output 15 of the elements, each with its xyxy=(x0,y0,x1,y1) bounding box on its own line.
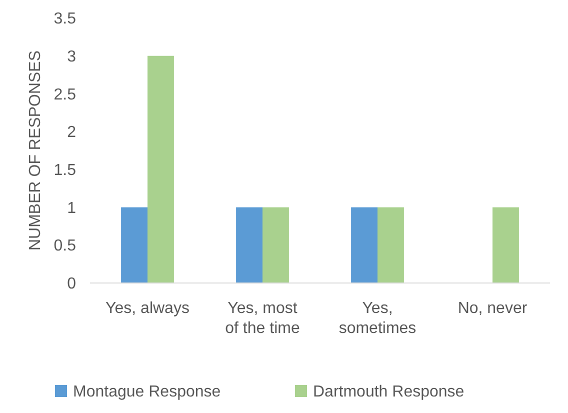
y-tick-label: 1 xyxy=(67,200,76,217)
y-tick-label: 0.5 xyxy=(54,238,76,255)
legend-label: Dartmouth Response xyxy=(313,384,464,401)
y-tick-label: 0 xyxy=(67,276,76,293)
y-tick-label: 2.5 xyxy=(54,86,76,104)
y-tick-label: 3 xyxy=(67,48,76,66)
x-tick-label: Yes, always xyxy=(106,300,190,317)
y-axis-title: NUMBER OF RESPONSES xyxy=(27,50,44,251)
x-tick-label: Yes, sometimes xyxy=(338,300,416,337)
x-tick-label: No, never xyxy=(458,300,528,317)
y-tick-label: 2 xyxy=(67,124,76,142)
y-tick-label: 3.5 xyxy=(54,10,76,28)
y-tick-label: 1.5 xyxy=(54,162,76,180)
x-tick-label: Yes, most of the time xyxy=(225,300,300,337)
legend-label: Montague Response xyxy=(73,384,221,401)
